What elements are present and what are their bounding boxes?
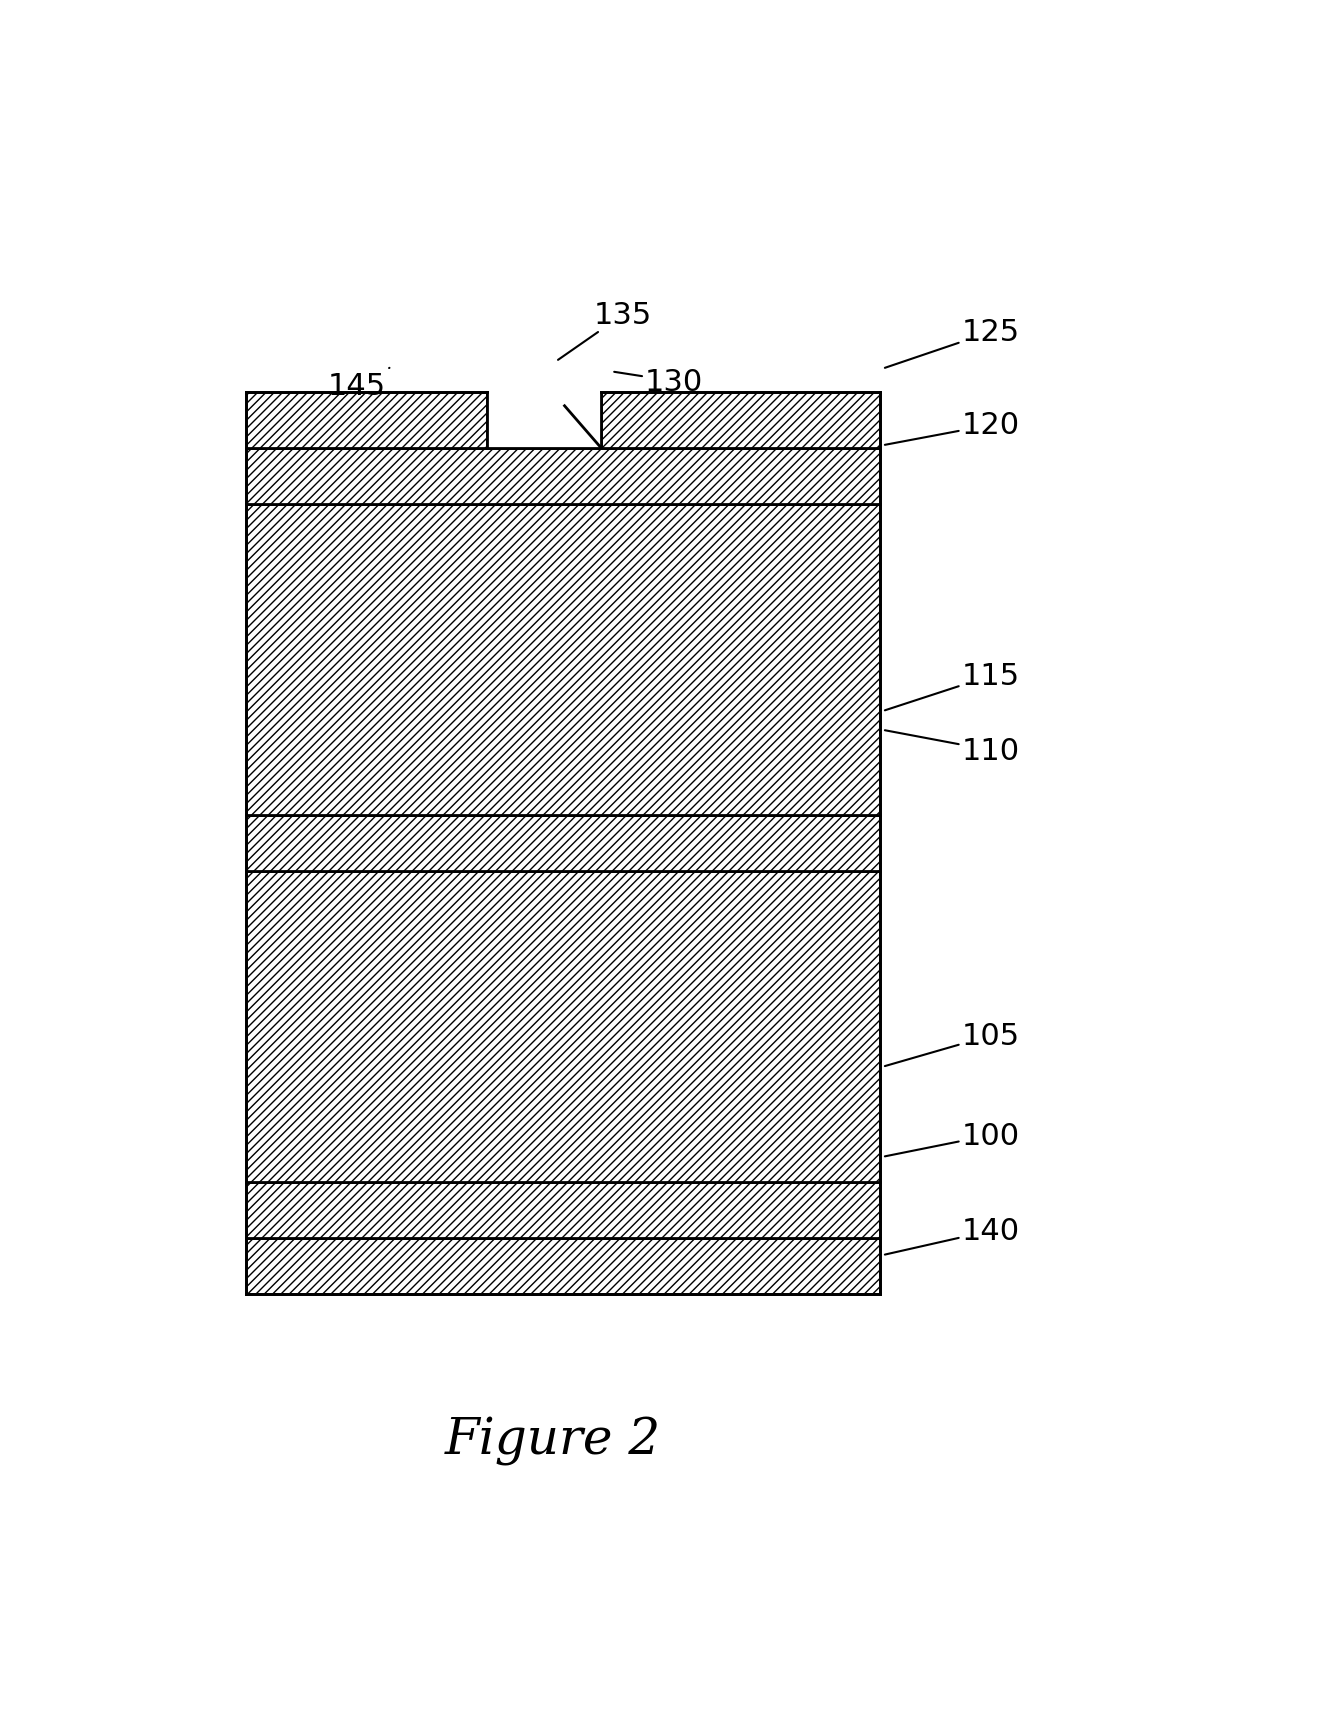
Text: 145: 145: [328, 369, 390, 400]
Bar: [246, 815, 880, 872]
Bar: [246, 393, 488, 448]
Bar: [601, 393, 880, 448]
Bar: [488, 393, 601, 448]
Bar: [246, 1239, 880, 1294]
Bar: [246, 448, 880, 505]
Text: 110: 110: [884, 731, 1020, 765]
Bar: [246, 505, 880, 815]
Text: 115: 115: [884, 662, 1020, 712]
Text: 125: 125: [884, 319, 1020, 369]
Text: Figure 2: Figure 2: [444, 1416, 662, 1465]
Text: 120: 120: [884, 412, 1020, 446]
Text: 105: 105: [884, 1022, 1020, 1067]
Text: 140: 140: [884, 1216, 1020, 1254]
Bar: [246, 872, 880, 1182]
Bar: [246, 1182, 880, 1239]
Text: 130: 130: [614, 367, 702, 396]
Text: 100: 100: [884, 1122, 1020, 1156]
Text: 135: 135: [558, 302, 652, 360]
